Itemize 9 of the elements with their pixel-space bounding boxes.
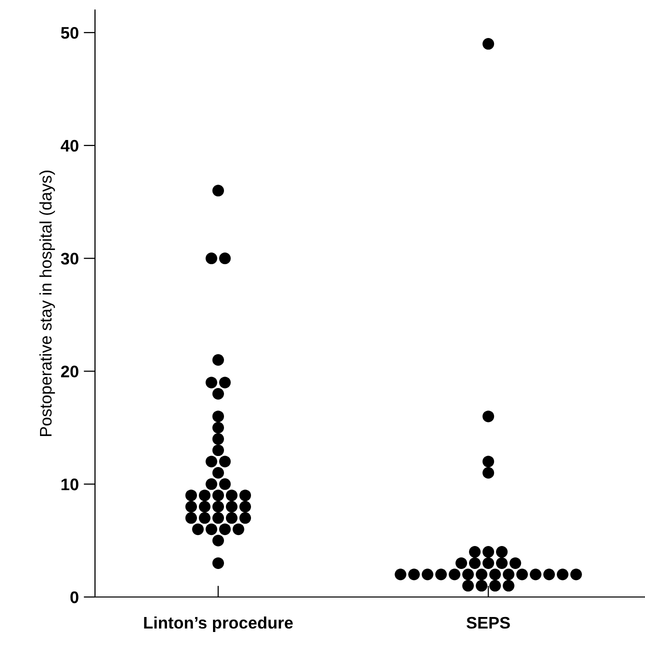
y-tick-label: 40 (60, 140, 78, 152)
y-tick-label: 20 (61, 366, 78, 378)
y-tick-label: 30 (60, 252, 78, 265)
y-tick-label: 10 (62, 478, 78, 490)
y-tick-label: 50 (61, 26, 78, 39)
y-tick-label: 0 (70, 591, 78, 604)
x-tick-label: Linton’s procedure (144, 616, 293, 632)
x-tick-label: SEPS (466, 616, 510, 629)
y-axis-title: Postoperative stay in hospital (days) (39, 170, 55, 436)
